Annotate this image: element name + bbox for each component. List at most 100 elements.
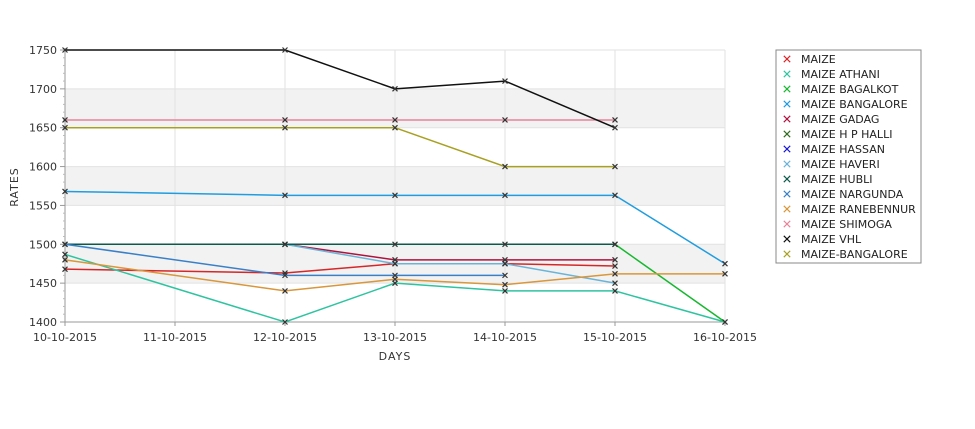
- x-axis-ticks: 10-10-2015 11-10-2015 12-10-2015 13-10-2015…: [33, 322, 757, 344]
- data-point: [392, 276, 398, 283]
- data-point: [392, 192, 398, 199]
- data-point: [612, 263, 618, 269]
- x-tick-label: 10-10-2015: [33, 331, 97, 344]
- x-tick-label: 15-10-2015: [583, 331, 647, 344]
- data-point: [62, 117, 68, 123]
- data-point: [62, 241, 68, 248]
- x-tick-label: 11-10-2015: [143, 331, 207, 344]
- data-point: [502, 272, 508, 279]
- legend-item: MAIZE BAGALKOT: [783, 83, 899, 96]
- data-point: [612, 192, 618, 199]
- series-line: [64, 259, 725, 292]
- data-point: [282, 47, 288, 53]
- series-line: [64, 253, 726, 323]
- legend-marker: [783, 175, 791, 183]
- series-line: [284, 243, 616, 284]
- legend-marker: [783, 70, 791, 78]
- data-point: [612, 287, 618, 294]
- legend-item: MAIZE H P HALLI: [783, 128, 892, 141]
- series-line: [64, 190, 726, 265]
- data-point: [612, 280, 618, 287]
- data-point: [612, 117, 618, 123]
- data-point: [392, 85, 398, 92]
- series-line: [614, 243, 726, 323]
- data-point: [282, 287, 288, 294]
- legend-item: MAIZE ATHANI: [783, 68, 880, 81]
- legend-item: MAIZE: [783, 53, 836, 66]
- data-point: [392, 117, 398, 123]
- x-axis-label: DAYS: [379, 350, 412, 363]
- legend-label: MAIZE BANGALORE: [801, 98, 908, 111]
- legend-item: MAIZE BANGALORE: [783, 98, 908, 111]
- legend-item: MAIZE HASSAN: [783, 143, 885, 156]
- legend-label: MAIZE NARGUNDA: [801, 188, 904, 201]
- y-tick-label: 1550: [29, 199, 57, 212]
- legend-marker: [783, 145, 791, 153]
- data-point: [612, 124, 618, 131]
- data-point: [612, 256, 618, 263]
- data-point: [502, 281, 508, 288]
- series-line: [64, 243, 505, 277]
- data-point: [62, 124, 68, 131]
- y-axis-label: RATES: [8, 167, 21, 207]
- series-line: [284, 243, 615, 261]
- data-point: [392, 241, 398, 248]
- legend-marker: [783, 160, 791, 168]
- data-point: [282, 241, 288, 248]
- data-point: [502, 163, 508, 170]
- y-tick-label: 1700: [29, 83, 57, 96]
- legend-marker: [783, 100, 791, 108]
- series-maize-bangalore: [62, 188, 728, 267]
- y-tick-label: 1450: [29, 277, 57, 290]
- series-group: [62, 47, 728, 325]
- y-tick-label: 1400: [29, 316, 57, 329]
- legend-marker: [783, 55, 791, 63]
- data-point: [62, 266, 68, 273]
- data-point: [392, 260, 398, 267]
- data-point: [722, 270, 728, 277]
- data-point: [722, 319, 728, 325]
- legend-item: MAIZE NARGUNDA: [783, 188, 904, 201]
- y-tick-label: 1750: [29, 44, 57, 57]
- legend-label: MAIZE-BANGALORE: [801, 248, 908, 261]
- x-tick-label: 12-10-2015: [253, 331, 317, 344]
- series-line: [65, 126, 615, 168]
- data-point: [62, 251, 68, 258]
- series-maize-vhl: [62, 47, 618, 131]
- data-point: [282, 117, 288, 123]
- series-maize-ranebennur: [62, 256, 728, 294]
- data-point: [282, 192, 288, 199]
- data-point: [62, 47, 68, 53]
- legend-label: MAIZE H P HALLI: [801, 128, 892, 141]
- series-maize-shimoga: [62, 117, 618, 123]
- legend-item: MAIZE HAVERI: [783, 158, 880, 171]
- data-point: [282, 272, 288, 279]
- data-point: [502, 241, 508, 248]
- data-point: [502, 287, 508, 294]
- y-tick-label: 1500: [29, 238, 57, 251]
- series-maize-nargunda: [62, 241, 508, 279]
- legend-label: MAIZE SHIMOGA: [801, 218, 892, 231]
- legend-marker: [783, 85, 791, 93]
- data-point: [612, 270, 618, 277]
- legend-item: MAIZE RANEBENNUR: [783, 203, 916, 216]
- data-point: [502, 78, 508, 85]
- data-point: [62, 256, 68, 263]
- legend-label: MAIZE ATHANI: [801, 68, 880, 81]
- legend-item: MAIZE VHL: [783, 233, 862, 246]
- legend-label: MAIZE GADAG: [801, 113, 879, 126]
- data-point: [612, 241, 618, 248]
- legend-box: [775, 49, 922, 264]
- legend-item: MAIZE HUBLI: [783, 173, 872, 186]
- legend-label: MAIZE BAGALKOT: [801, 83, 899, 96]
- legend-label: MAIZE HUBLI: [801, 173, 872, 186]
- data-point: [722, 260, 728, 267]
- legend-marker: [783, 115, 791, 123]
- series-maize-bangalore: [62, 124, 618, 170]
- legend-label: MAIZE HAVERI: [801, 158, 880, 171]
- legend-label: MAIZE VHL: [801, 233, 862, 246]
- data-point: [502, 192, 508, 199]
- data-point: [282, 319, 288, 325]
- x-tick-label: 14-10-2015: [473, 331, 537, 344]
